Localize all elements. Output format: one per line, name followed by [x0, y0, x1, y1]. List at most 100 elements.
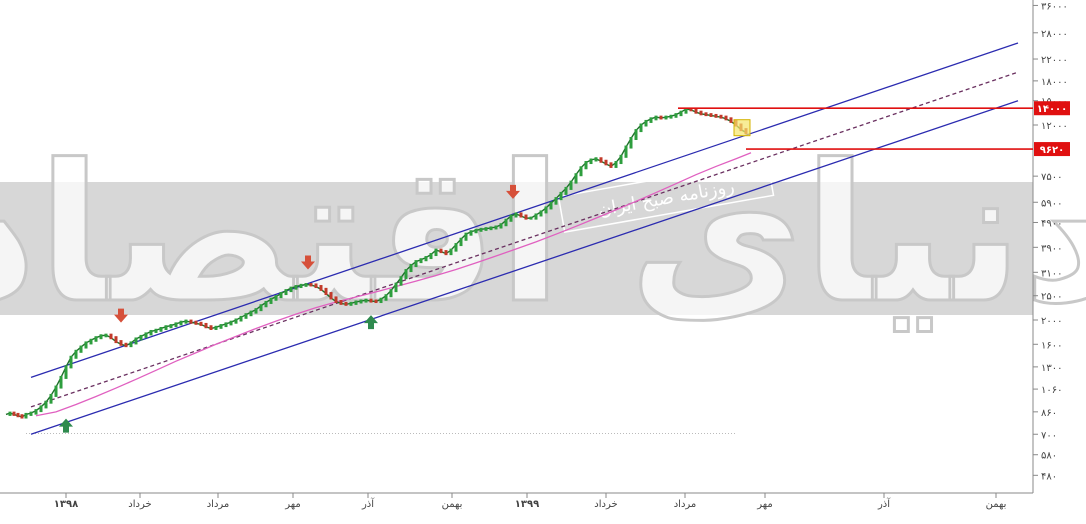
candle-up [534, 213, 538, 220]
candle-up [664, 115, 668, 120]
candle-up [354, 300, 358, 305]
candle-up [649, 117, 653, 123]
candle-up [259, 304, 263, 312]
candle-up [409, 263, 413, 273]
y-tick-label: ۱۰۶۰ [1041, 385, 1062, 396]
price-level-tag [1034, 142, 1070, 157]
candle-up [619, 154, 623, 165]
candle-down [194, 320, 198, 325]
candle-up [349, 301, 353, 306]
candle-up [454, 243, 458, 252]
x-tick-label: ۱۳۹۸ [54, 499, 78, 510]
candle-up [634, 129, 638, 141]
candle-up [389, 289, 393, 298]
candle-up [264, 300, 268, 308]
y-tick-label: ۲۰۰۰ [1041, 316, 1062, 327]
candle-up [549, 201, 553, 210]
candle-up [229, 320, 233, 326]
buy-signal-icon [59, 418, 73, 433]
y-tick-label: ۷۵۰۰ [1041, 172, 1062, 183]
candle-up [579, 166, 583, 177]
price-level-label: ۹۶۲۰ [1040, 145, 1064, 156]
candle-up [29, 411, 33, 416]
x-tick-label: خرداد [594, 499, 617, 510]
x-tick-label: آذر [361, 497, 375, 510]
candle-down [344, 301, 348, 306]
candle-up [564, 186, 568, 195]
candle-down [209, 325, 213, 330]
candle-up [494, 225, 498, 230]
candle-down [729, 117, 733, 123]
candle-up [49, 393, 53, 404]
candle-up [614, 161, 618, 168]
candle-up [624, 145, 628, 158]
candle-down [704, 112, 708, 117]
candle-down [12, 411, 16, 416]
candle-down [319, 285, 323, 291]
candle-down [724, 115, 728, 121]
candle-up [89, 338, 93, 345]
y-tick-label: ۳۹۰۰ [1041, 243, 1062, 254]
candle-up [179, 320, 183, 326]
candle-up [234, 318, 238, 324]
candle-up [404, 269, 408, 280]
candle-up [399, 276, 403, 286]
candle-down [659, 115, 663, 120]
candle-up [419, 258, 423, 264]
candle-up [249, 310, 253, 317]
candle-up [504, 218, 508, 227]
candle-up [129, 341, 133, 348]
y-tick-label: ۱۸۰۰۰ [1041, 77, 1068, 88]
candle-up [574, 173, 578, 184]
y-tick-label: ۲۸۰۰۰ [1041, 29, 1068, 40]
candle-up [509, 214, 513, 222]
price-level-tag [1034, 101, 1070, 116]
y-tick-label: ۵۹۰۰ [1041, 198, 1062, 209]
y-tick-label: ۲۵۰۰ [1041, 292, 1062, 303]
candle-up [144, 332, 148, 338]
candle-up [69, 355, 73, 369]
y-tick-label: ۲۲۰۰۰ [1041, 55, 1068, 66]
x-tick-label: مهر [756, 499, 772, 510]
x-tick-label: مرداد [207, 499, 230, 510]
candle-down [709, 113, 713, 117]
candle-up [224, 322, 228, 328]
candle-up [394, 282, 398, 293]
candle-up [379, 297, 383, 304]
candle-down [689, 107, 693, 112]
candle-up [244, 313, 248, 319]
candle-down [519, 212, 523, 218]
candle-up [169, 324, 173, 329]
candle-up [154, 328, 158, 333]
candle-up [484, 227, 488, 231]
candle-up [384, 294, 388, 301]
candle-up [299, 283, 303, 289]
x-tick-label: مهر [284, 499, 300, 510]
candle-up [469, 230, 473, 236]
candle-up [39, 405, 43, 413]
candle-up [489, 226, 493, 231]
sell-signal-icon [301, 255, 315, 270]
candle-down [334, 296, 338, 304]
candle-up [684, 107, 688, 114]
candle-up [429, 253, 433, 260]
candle-down [114, 336, 118, 344]
candle-up [464, 232, 468, 241]
candle-up [64, 365, 68, 379]
candle-down [314, 283, 318, 289]
candle-up [554, 197, 558, 205]
y-tick-label: ۳۱۰۰ [1041, 268, 1062, 279]
candle-up [94, 336, 98, 342]
sell-signal-icon [114, 308, 128, 323]
candle-up [669, 114, 673, 119]
candle-up [449, 248, 453, 256]
candle-up [254, 308, 258, 314]
y-tick-label: ۴۹۰۰ [1041, 218, 1062, 229]
candle-up [569, 180, 573, 190]
candle-down [524, 214, 528, 220]
candle-down [604, 159, 608, 166]
candle-up [359, 299, 363, 304]
candle-up [84, 341, 88, 349]
candle-down [339, 300, 343, 305]
